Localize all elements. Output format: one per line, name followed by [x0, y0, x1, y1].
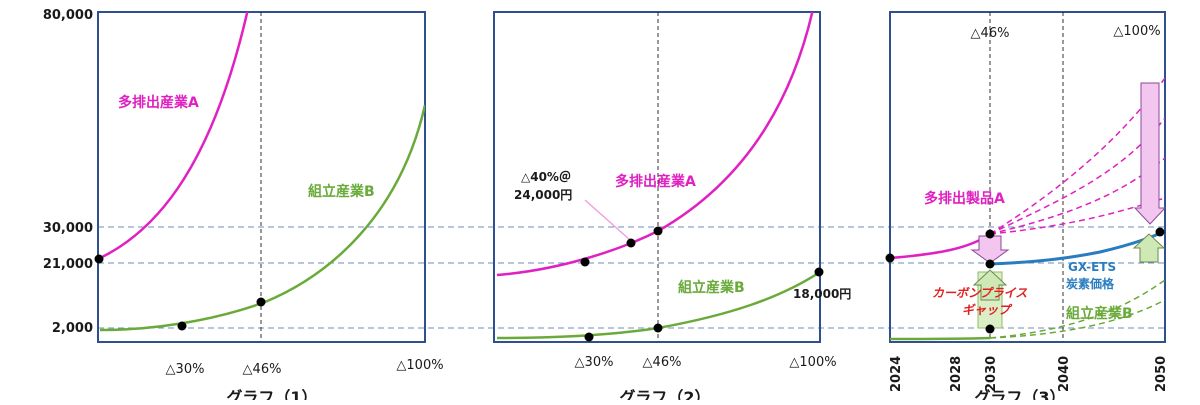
chart-2-x-tick-46: △46%: [643, 355, 682, 370]
chart-1-marker-b-30: [177, 321, 187, 331]
chart-1-label-industry-a: 多排出産業A: [118, 94, 199, 111]
y-tick-21000: 21,000: [43, 257, 93, 272]
chart-3-marker-a-2030: [985, 229, 995, 239]
chart-3-label-industry-b: 組立産業B: [1066, 305, 1133, 322]
chart-3-top-label-100: △100%: [1113, 24, 1160, 39]
chart-2-marker-b-46: [653, 323, 663, 333]
chart-1-title: グラフ（1）: [226, 388, 317, 400]
chart-1-line-industry-b: [99, 104, 425, 332]
chart-3-marker-gx-2050: [1155, 227, 1165, 237]
chart-3-proj-b-1: [989, 279, 1165, 339]
chart-3-proj-b-2: [989, 299, 1165, 339]
chart-3-marker-a-2024: [885, 253, 895, 263]
chart-3-frame: [889, 11, 1166, 343]
chart-1-marker-a-start: [94, 254, 104, 264]
chart-1: 多排出産業A 組立産業B △30% △46% △100% グラフ（1）: [94, 11, 444, 405]
chart-3-label-gx-line1: GX-ETS: [1068, 260, 1116, 274]
chart-1-x-tick-30: △30%: [166, 362, 205, 377]
chart-3: △46% △100% 多排出製品A GX-ETS 炭素価格 カーボンプライス ギ…: [885, 11, 1169, 405]
chart-2-x-tick-100: △100%: [789, 355, 836, 370]
chart-3-marker-b-2030: [985, 324, 995, 334]
chart-1-line-industry-a: [98, 12, 249, 261]
chart-2-annotation-pointer: [584, 199, 631, 241]
chart-3-x-tick-2028: 2028: [949, 356, 964, 392]
chart-3-x-tick-2050: 2050: [1154, 356, 1169, 392]
chart-3-label-product-a: 多排出製品A: [924, 190, 1005, 207]
chart-3-x-tick-2024: 2024: [889, 356, 904, 392]
chart-2-label-industry-a: 多排出産業A: [615, 173, 696, 190]
chart-3-x-tick-2040: 2040: [1057, 356, 1072, 392]
chart-1-x-tick-46: △46%: [243, 362, 282, 377]
chart-2-marker-a-46: [653, 226, 663, 236]
chart-2-annotation-line1: △40%＠: [521, 170, 571, 184]
chart-1-x-tick-100: △100%: [396, 358, 443, 373]
chart-3-down-arrow-2030: [970, 235, 1010, 264]
chart-3-label-gap-line1: カーボンプライス: [932, 286, 1027, 300]
chart-3-line-industry-b: [890, 336, 991, 341]
chart-3-line-product-a: [890, 232, 991, 260]
chart-2-annotation-line2: 24,000円: [514, 188, 572, 202]
chart-3-marker-gx-2030: [985, 259, 995, 269]
chart-2-marker-b-30: [584, 332, 594, 342]
chart-1-marker-b-46: [256, 297, 266, 307]
chart-2-label-industry-b: 組立産業B: [678, 279, 745, 296]
chart-1-label-industry-b: 組立産業B: [308, 183, 375, 200]
chart-2-marker-a-40: [626, 238, 636, 248]
chart-2-marker-b-100: [814, 267, 824, 277]
chart-2-frame: [493, 11, 821, 343]
chart-3-title: グラフ（3）: [974, 388, 1065, 400]
chart-3-up-arrow-2050: [1132, 233, 1166, 263]
y-tick-2000: 2,000: [52, 321, 93, 336]
chart-3-proj-a-1: [989, 77, 1165, 235]
chart-2-end-label: 18,000円: [793, 287, 851, 301]
chart-2: △40%＠ 24,000円 多排出産業A 組立産業B 18,000円 △30% …: [493, 11, 851, 405]
chart-3-down-arrow-2050: [1133, 82, 1167, 225]
chart-2-marker-a-30: [580, 257, 590, 267]
chart-3-proj-a-3: [989, 157, 1165, 235]
chart-3-x-tick-2030: 2030: [984, 356, 999, 392]
chart-3-label-gx-line2: 炭素価格: [1066, 276, 1115, 291]
chart-3-label-gap-line2: ギャップ: [962, 303, 1013, 317]
y-tick-30000: 30,000: [43, 221, 93, 236]
chart-2-x-tick-30: △30%: [575, 355, 614, 370]
chart-3-top-label-46: △46%: [971, 26, 1010, 41]
chart-2-title: グラフ（2）: [619, 388, 710, 400]
chart-2-line-industry-a: [496, 12, 814, 277]
y-tick-80000: 80,000: [43, 8, 93, 23]
chart-3-up-arrow-2030: [972, 269, 1008, 301]
